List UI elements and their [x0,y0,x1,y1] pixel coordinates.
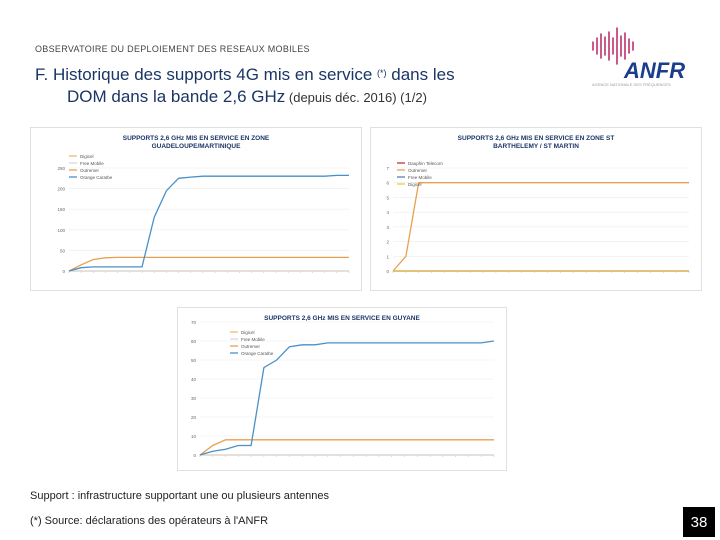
legend-label: Digicel [80,154,94,159]
chart-guadeloupe-martinique-svg: SUPPORTS 2,6 GHz MIS EN SERVICE EN ZONE G… [57,135,350,274]
y-tick-label: 7 [386,166,389,171]
y-tick-label: 2 [386,240,389,245]
y-tick-label: 200 [57,187,65,192]
anfr-logo: ANFR AGENCE NATIONALE DES FRÉQUENCES [588,24,688,94]
y-tick-label: 50 [191,358,197,363]
legend-label: Digicel [241,330,255,335]
legend-label: Outremer [408,168,428,173]
anfr-logo-mark: ANFR [592,27,685,83]
chart-title: SUPPORTS 2,6 GHz MIS EN SERVICE EN ZONE … [458,135,615,150]
legend-label: Free Mobile [408,175,432,180]
chart-guadeloupe-martinique: SUPPORTS 2,6 GHz MIS EN SERVICE EN ZONE G… [30,127,362,291]
chart-title: SUPPORTS 2,6 GHz MIS EN SERVICE EN ZONE G… [123,135,270,150]
series-line-outremer [68,256,349,272]
y-tick-label: 5 [386,195,389,200]
support-definition: Support : infrastructure supportant une … [30,490,330,502]
y-tick-label: 50 [60,248,66,253]
title-line1-end: dans les [386,65,455,84]
y-tick-label: 150 [57,207,65,212]
source-note: (*) Source: déclarations des opérateurs … [30,515,269,527]
y-tick-label: 100 [57,228,65,233]
chart-guyane-svg: SUPPORTS 2,6 GHz MIS EN SERVICE EN GUYAN… [191,315,495,458]
page-number: 38 [683,507,715,537]
section-label: OBSERVATOIRE DU DEPLOIEMENT DES RESEAUX … [35,44,310,54]
y-tick-label: 0 [62,269,65,274]
title-line2: DOM dans la bande 2,6 GHz [67,87,286,106]
chart-st-barthelemy-st-martin: SUPPORTS 2,6 GHz MIS EN SERVICE EN ZONE … [370,127,702,291]
y-tick-label: 10 [191,434,197,439]
title-line1: F. Historique des supports 4G mis en ser… [35,65,373,84]
series-line-outremer [392,182,689,272]
series-line-orange-cara-be [199,340,495,456]
legend-label: Orange Caraïbe [241,351,274,356]
y-tick-label: 4 [386,210,389,215]
y-tick-label: 6 [386,181,389,186]
y-tick-label: 60 [191,339,197,344]
title-line2-subtitle: (depuis déc. 2016) (1/2) [285,90,427,105]
chart-guyane: SUPPORTS 2,6 GHz MIS EN SERVICE EN GUYAN… [177,307,507,471]
legend-label: Digicel [408,182,422,187]
legend-label: Orange Caraïbe [80,175,113,180]
y-tick-label: 30 [191,396,197,401]
y-tick-label: 250 [57,166,65,171]
legend-label: Outremer [241,344,261,349]
page-title: F. Historique des supports 4G mis en ser… [35,64,595,109]
y-tick-label: 1 [386,254,389,259]
y-tick-label: 20 [191,415,197,420]
title-footnote-mark: (*) [377,68,387,78]
legend-label: Free Mobile [241,337,265,342]
legend-label: Free Mobile [80,161,104,166]
y-tick-label: 0 [193,453,196,458]
chart-st-barthelemy-st-martin-svg: SUPPORTS 2,6 GHz MIS EN SERVICE EN ZONE … [386,135,690,274]
logo-wordmark: ANFR [623,58,685,83]
logo-tagline: AGENCE NATIONALE DES FRÉQUENCES [592,82,671,87]
series-line-outremer [199,439,494,456]
y-tick-label: 0 [386,269,389,274]
series-line-orange-cara-be [68,174,349,272]
legend-label: Dauphin Telecom [408,161,443,166]
legend-label: Outremer [80,168,100,173]
y-tick-label: 40 [191,377,197,382]
y-tick-label: 3 [386,225,389,230]
y-tick-label: 70 [191,320,197,325]
chart-title: SUPPORTS 2,6 GHz MIS EN SERVICE EN GUYAN… [264,315,420,322]
